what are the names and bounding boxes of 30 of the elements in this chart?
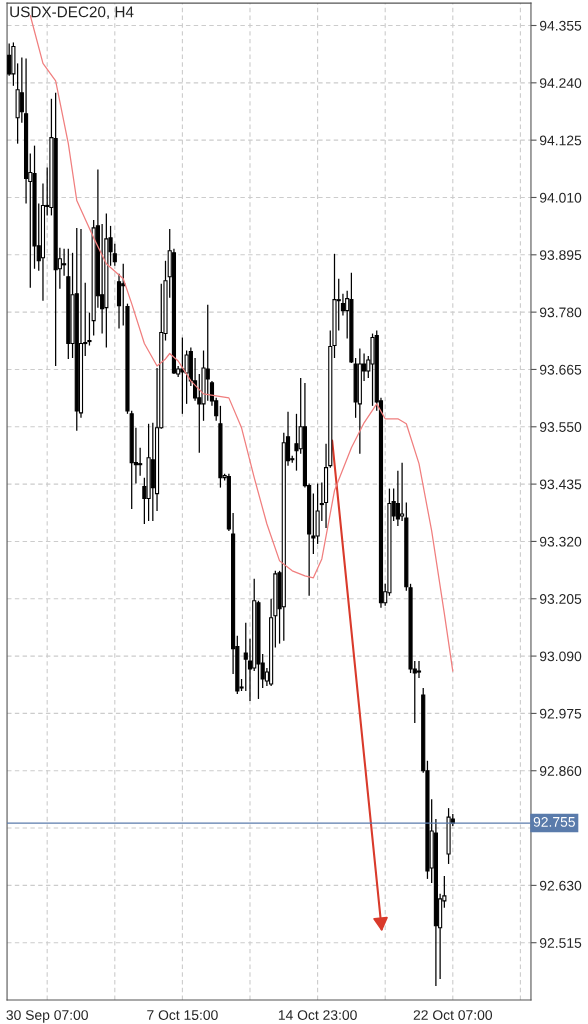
y-tick-label: 92.630 [539,880,582,891]
y-tick-label: 93.320 [539,536,582,547]
y-tick-label: 94.355 [539,20,582,31]
x-tick-label: 14 Oct 23:00 [278,1010,357,1020]
x-tick-label: 30 Sep 07:00 [6,1010,88,1023]
candlestick [138,447,143,477]
chart-title: USDX-DEC20, H4 [10,6,134,20]
y-tick-label: 93.090 [539,651,582,662]
candlestick [62,248,67,277]
x-tick-label: 7 Oct 15:00 [147,1010,218,1020]
ref-line-label: 92.755 [533,816,575,827]
candlestick [416,660,422,679]
x-tick-label: 22 Oct 07:00 [413,1010,493,1020]
y-tick-label: 93.665 [539,364,582,375]
candlestick [180,336,185,415]
y-tick-label: 93.435 [539,479,582,490]
candlestick [205,304,210,402]
y-tick-label: 94.125 [539,135,582,146]
y-tick-label: 93.895 [539,250,582,260]
y-tick-label: 94.240 [539,78,582,88]
candlestick [116,273,122,330]
candlestick [7,42,12,77]
y-tick-label: 92.515 [539,938,582,948]
y-tick-label: 92.860 [539,766,582,776]
y-tick-label: 93.780 [539,307,582,318]
y-tick-label: 92.975 [539,708,582,719]
y-tick-label: 94.010 [539,192,582,203]
y-tick-label: 93.205 [539,594,582,604]
y-tick-label: 93.550 [539,422,582,432]
candlestick [340,293,346,317]
